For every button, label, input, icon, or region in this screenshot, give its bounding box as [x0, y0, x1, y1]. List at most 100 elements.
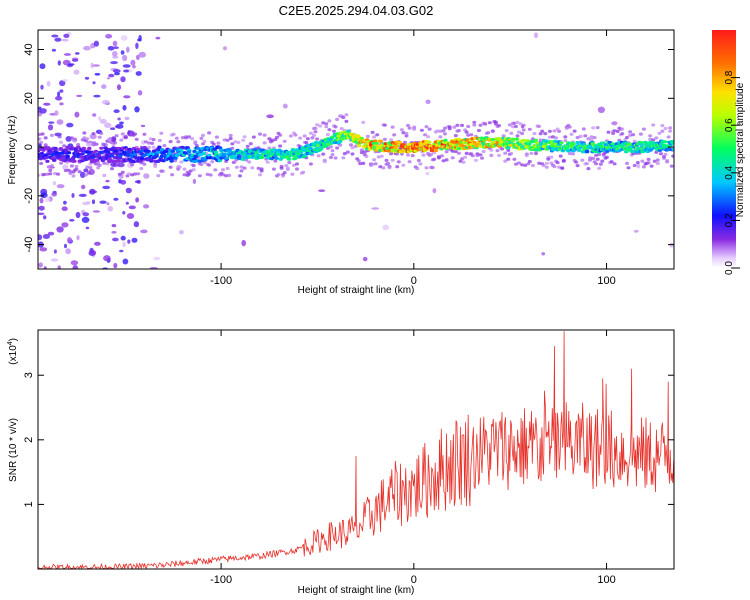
noise-blob [57, 60, 61, 66]
noise-blob [432, 188, 437, 194]
noise-blob [111, 136, 116, 143]
ridge-halo-blob [612, 129, 617, 133]
ridge-halo-blob [481, 149, 486, 154]
noise-blob [65, 248, 71, 255]
ridge-halo-blob [188, 169, 193, 173]
noise-blob [98, 116, 102, 121]
ridge-halo-blob [103, 143, 108, 147]
ridge-halo-blob [390, 125, 395, 129]
noise-blob [51, 34, 59, 38]
noise-blob [56, 226, 64, 233]
ridge-halo-blob [586, 137, 591, 141]
ridge-halo-blob [483, 122, 488, 126]
ridge-halo-blob [447, 125, 452, 129]
ridge-halo-blob [38, 137, 42, 141]
ridge-halo-blob [301, 170, 306, 174]
ridge-halo-blob [469, 133, 474, 137]
ridge-halo-blob [315, 137, 320, 141]
ridge-halo-blob [288, 134, 293, 138]
ridge-halo-blob [330, 153, 335, 157]
ridge-blob [213, 150, 219, 155]
ridge-halo-blob [108, 136, 113, 141]
ridge-halo-blob [361, 161, 366, 165]
noise-blob [46, 80, 51, 87]
ridge-blob [463, 141, 468, 145]
ridge-blob [346, 129, 351, 133]
ridge-halo-blob [438, 135, 443, 139]
ridge-halo-blob [53, 171, 57, 176]
ridge-halo-blob [472, 123, 477, 127]
ridge-halo-blob [136, 172, 141, 176]
ridge-halo-blob [228, 133, 233, 138]
ridge-halo-blob [537, 161, 542, 165]
ridge-halo-blob [547, 129, 552, 133]
noise-blob [122, 64, 131, 68]
ridge-halo-blob [551, 135, 555, 139]
ridge-blob [575, 140, 580, 145]
ridge-halo-blob [339, 127, 344, 131]
noise-blob [99, 200, 107, 204]
ridge-halo-blob [349, 143, 353, 147]
ridge-halo-blob [239, 169, 244, 173]
noise-blob [59, 80, 66, 87]
ridge-halo-blob [493, 120, 498, 124]
ridge-blob [81, 146, 87, 150]
ridge-halo-blob [635, 161, 640, 165]
ridge-halo-blob [265, 160, 270, 164]
noise-blob [51, 192, 57, 197]
ridge-halo-blob [105, 162, 110, 166]
spectrogram-panel: -100 0 100 -40 -20 0 20 40 Height of straight … [7, 29, 675, 296]
ridge-blob [576, 148, 582, 152]
ridge-halo-blob [584, 162, 589, 166]
ridge-halo-blob [63, 169, 68, 173]
ridge-blob [456, 147, 462, 151]
ridge-halo-blob [668, 126, 673, 130]
ridge-blob [53, 146, 58, 150]
ridge-halo-blob [512, 121, 517, 125]
ridge-blob [170, 149, 176, 153]
ridge-halo-blob [443, 126, 447, 130]
ridge-halo-blob [549, 155, 554, 159]
noise-blob [92, 113, 97, 117]
noise-blob [125, 187, 132, 194]
ridge-blob [636, 146, 641, 150]
ridge-blob [45, 159, 50, 163]
noise-blob [101, 84, 107, 89]
ridge-blob [227, 148, 232, 152]
ridge-halo-blob [567, 151, 572, 156]
ridge-blob [443, 138, 448, 142]
ridge-halo-blob [389, 138, 394, 142]
ridge-halo-blob [416, 158, 421, 163]
ridge-blob [378, 139, 383, 143]
ridge-halo-blob [527, 127, 532, 131]
ridge-halo-blob [583, 134, 588, 138]
ridge-halo-blob [142, 162, 147, 166]
ridge-halo-blob [191, 164, 196, 168]
colorbar-tick-label: 0.8 [724, 70, 735, 84]
noise-blob [104, 122, 112, 128]
ridge-halo-blob [401, 163, 406, 167]
noise-blob [117, 117, 121, 121]
figure-title: C2E5.2025.294.04.03.G02 [279, 3, 434, 18]
noise-blob [64, 243, 67, 249]
y-tick-label: 1 [23, 501, 35, 507]
ridge-halo-blob [591, 126, 596, 130]
ridge-halo-blob [591, 156, 596, 160]
ridge-halo-blob [173, 159, 178, 163]
ridge-blob [433, 148, 439, 153]
noise-blob [76, 235, 80, 241]
ridge-halo-blob [558, 154, 563, 158]
ridge-halo-blob [532, 132, 537, 136]
ridge-halo-blob [230, 142, 235, 146]
ridge-halo-blob [654, 136, 659, 140]
ridge-halo-blob [404, 131, 409, 136]
ridge-halo-blob [538, 132, 543, 136]
ridge-halo-blob [85, 165, 90, 169]
ridge-halo-blob [150, 141, 155, 145]
noise-blob [111, 224, 117, 228]
ridge-halo-blob [552, 129, 557, 133]
ridge-halo-blob [453, 134, 458, 138]
ridge-blob [66, 151, 72, 155]
ridge-halo-blob [123, 136, 128, 140]
ridge-halo-blob [594, 162, 599, 166]
